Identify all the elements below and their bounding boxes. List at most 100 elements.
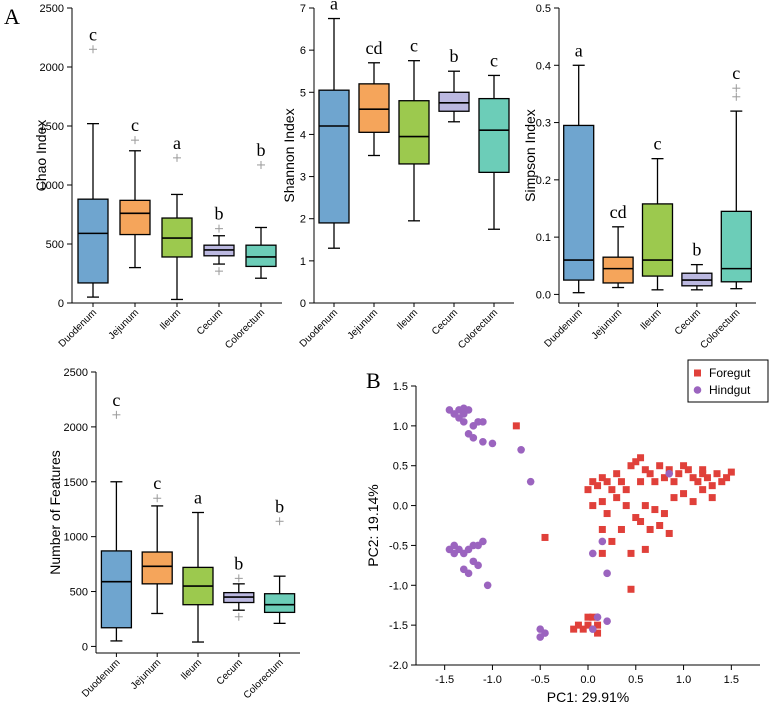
pcoa-point-foregut (656, 462, 664, 470)
pcoa-point-foregut (617, 525, 625, 533)
pcoa-point-foregut (703, 474, 711, 482)
simpson-box-duodenum (563, 124, 595, 281)
pcoa-point-foregut (589, 478, 597, 486)
shannon-y-tick-label: 7 (300, 3, 306, 15)
simpson-significance-letter: cd (610, 202, 627, 222)
simpson-significance-letter: a (575, 40, 583, 60)
pcoa-point-hindgut (483, 581, 492, 590)
pcoa-point-foregut (670, 494, 678, 502)
pcoa-point-foregut (641, 466, 649, 474)
pcoa-point-foregut (613, 470, 621, 478)
simpson-significance-letter: c (732, 63, 740, 83)
legend-marker-hindgut (693, 386, 702, 394)
chao-significance-letter: b (257, 140, 266, 160)
features-box-colorectum (263, 593, 296, 614)
features-significance-letter: c (112, 390, 120, 410)
features-y-tick-label: 2000 (64, 422, 88, 434)
chao-y-tick-label: 2000 (40, 62, 64, 74)
chao-significance-letter: b (215, 204, 224, 224)
pcoa-point-foregut (594, 629, 602, 637)
pcoa-point-foregut (660, 474, 668, 482)
pcoa-point-foregut (656, 522, 664, 529)
features-y-axis-label: Number of Features (47, 450, 63, 575)
pcoa-point-foregut (708, 482, 716, 490)
shannon-significance-letter: c (410, 36, 418, 56)
simpson-category-label: Duodenum (542, 307, 584, 349)
shannon-y-tick-label: 1 (300, 256, 306, 268)
simpson-category-label: Ileum (639, 307, 664, 332)
pcoa-x-tick-label: 1.5 (724, 674, 739, 686)
simpson-y-tick-label: 0.5 (536, 3, 551, 15)
chao-y-axis-label: Chao Index (33, 120, 49, 192)
pcoa-y-tick-label: -2.0 (389, 660, 408, 672)
pcoa-point-foregut (594, 621, 602, 629)
pcoa-point-foregut (665, 466, 673, 474)
pcoa-point-foregut (660, 510, 668, 518)
pcoa-point-hindgut (479, 438, 487, 446)
pcoa-point-foregut (541, 533, 549, 541)
shannon-significance-letter: b (450, 46, 459, 66)
pcoa-point-foregut (613, 494, 621, 502)
features-significance-letter: a (194, 488, 202, 508)
chao-category-label: Cecum (195, 307, 225, 337)
simpson-box-jejunum (602, 256, 634, 284)
chao-significance-letter: c (89, 24, 97, 44)
shannon-box-ileum (398, 100, 430, 165)
pcoa-y-tick-label: 0.0 (393, 501, 408, 513)
number-of-features-boxplot: 0 500 1000 1500 2000 2500 Number of Features Du… (47, 367, 300, 701)
pcoa-point-foregut (632, 514, 640, 522)
shannon-y-tick-label: 4 (300, 129, 306, 141)
pcoa-point-hindgut (588, 625, 597, 633)
simpson-y-tick-label: 0.0 (536, 289, 551, 301)
pcoa-point-foregut (680, 462, 688, 470)
pcoa-point-foregut (603, 510, 611, 518)
pcoa-point-foregut (684, 466, 692, 474)
pcoa-point-foregut (670, 478, 678, 486)
simpson-category-label: Jejunum (590, 307, 625, 342)
shannon-box-duodenum (318, 89, 350, 224)
pcoa-point-foregut (584, 621, 592, 629)
pcoa-point-foregut (632, 458, 640, 466)
pcoa-point-foregut (637, 478, 645, 486)
pcoa-scatter-plot: -2.0 -1.5 -1.0 -0.5 0.0 0.5 1.0 1.5 -1.5 -1.0 -0.5… (365, 359, 769, 705)
pcoa-point-foregut (689, 474, 697, 482)
shannon-category-label: Colorectum (456, 307, 500, 351)
chao-y-tick-label: 0 (58, 298, 64, 310)
pcoa-point-foregut (665, 529, 673, 537)
pcoa-point-foregut (627, 585, 635, 593)
chao-category-label: Colorectum (223, 307, 267, 351)
pcoa-point-foregut (608, 486, 616, 494)
pcoa-point-foregut (651, 506, 659, 514)
pcoa-point-foregut (713, 470, 721, 478)
simpson-y-tick-label: 0.1 (536, 232, 551, 244)
pcoa-y-tick-label: 0.5 (393, 461, 408, 473)
pcoa-point-hindgut (588, 549, 597, 558)
pcoa-point-hindgut (479, 537, 487, 546)
simpson-y-tick-label: 0.3 (536, 118, 551, 130)
pcoa-point-foregut (637, 518, 645, 526)
shannon-box-cecum (438, 91, 470, 112)
features-category-label: Jejunum (129, 657, 164, 692)
pcoa-legend: Foregut Hindgut (687, 359, 769, 403)
simpson-significance-letter: b (692, 240, 701, 260)
legend-marker-foregut (694, 369, 701, 377)
pcoa-point-hindgut (536, 633, 545, 641)
pcoa-point-hindgut (474, 561, 482, 570)
pcoa-point-foregut (699, 470, 707, 478)
pcoa-point-foregut (584, 613, 592, 621)
pcoa-x-tick-label: 0.5 (628, 674, 643, 686)
simpson-box-colorectum (720, 210, 752, 283)
pcoa-x-tick-label: 0.0 (580, 674, 595, 686)
pcoa-point-foregut (699, 466, 707, 474)
pcoa-point-foregut (622, 502, 630, 510)
chao-y-tick-label: 1000 (40, 180, 64, 192)
pcoa-point-foregut (641, 502, 649, 510)
pcoa-x-tick-label: 1.0 (676, 674, 691, 686)
pcoa-point-foregut (603, 478, 611, 486)
pcoa-y-tick-label: 1.5 (393, 381, 408, 393)
chao-box-duodenum (77, 198, 109, 284)
pcoa-x-axis-label: PC1: 29.91% (547, 689, 630, 705)
pcoa-point-foregut (579, 625, 587, 633)
features-y-tick-label: 500 (70, 587, 88, 599)
pcoa-point-hindgut (459, 404, 468, 413)
